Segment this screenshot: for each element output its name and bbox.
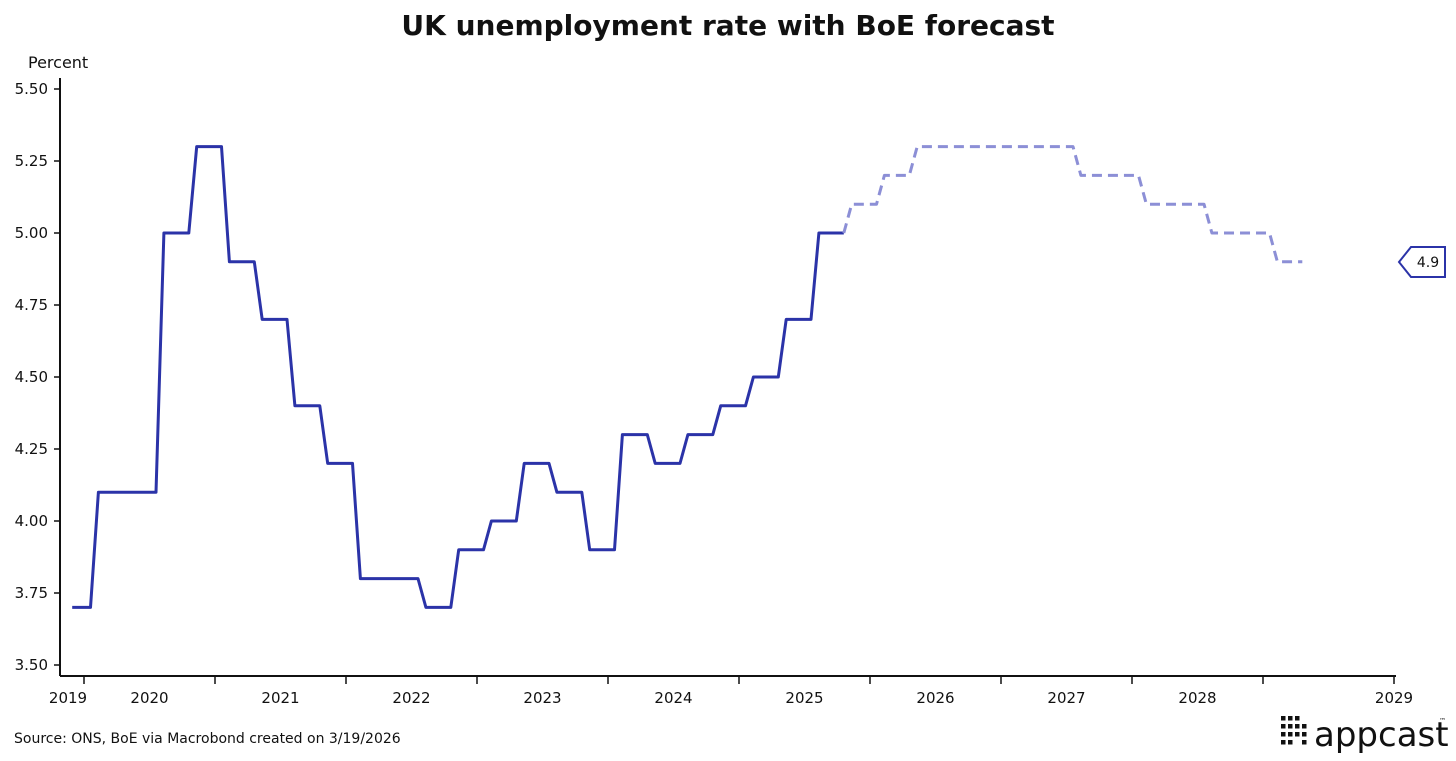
x-tick-label: 2027 <box>1047 689 1085 707</box>
y-tick-label: 4.50 <box>15 368 48 386</box>
brand-name: appcast <box>1314 715 1449 755</box>
callout-box <box>1397 246 1446 278</box>
y-tick-label: 4.00 <box>15 512 48 530</box>
y-tick-label: 3.50 <box>15 656 48 674</box>
y-tick-label: 3.75 <box>15 584 48 602</box>
y-axis: 3.50 3.75 4.00 4.25 4.50 4.75 5.00 5.25 5.50 <box>15 78 61 676</box>
x-tick-label: 2023 <box>523 689 561 707</box>
series-layer <box>72 145 1303 609</box>
x-tick-label: 2026 <box>916 689 954 707</box>
x-tick-label: 2022 <box>392 689 430 707</box>
y-tick-label: 4.25 <box>15 440 48 458</box>
logo-dot <box>1295 724 1300 729</box>
series-line-forecast <box>842 145 1303 264</box>
source-note: Source: ONS, BoE via Macrobond created o… <box>14 731 401 747</box>
x-tick-label: 2025 <box>785 689 823 707</box>
logo-dot <box>1302 740 1307 745</box>
logo-dot <box>1281 724 1286 729</box>
x-tick-label: 2029 <box>1375 689 1413 707</box>
x-tick-label: 2028 <box>1178 689 1216 707</box>
logo-dot <box>1295 716 1300 721</box>
x-tick-label: 2021 <box>261 689 299 707</box>
brand-trademark: ™ <box>1439 717 1446 725</box>
callout-value: 4.9 <box>1417 255 1439 271</box>
y-axis-label: Percent <box>28 53 88 72</box>
logo-dot <box>1288 724 1293 729</box>
logo-dot <box>1288 732 1293 737</box>
y-tick-label: 5.25 <box>15 152 48 170</box>
logo-dot <box>1281 716 1286 721</box>
x-tick-label: 2020 <box>130 689 168 707</box>
logo-dot <box>1281 732 1286 737</box>
chart-title: UK unemployment rate with BoE forecast <box>401 9 1054 42</box>
y-tick-label: 4.75 <box>15 296 48 314</box>
y-tick-label: 5.00 <box>15 224 48 242</box>
series-line-unemployment <box>72 145 844 609</box>
logo-dot <box>1302 732 1307 737</box>
y-tick-label: 5.50 <box>15 80 48 98</box>
logo-dot-grid-icon <box>1281 716 1307 745</box>
x-tick-label: 2024 <box>654 689 692 707</box>
x-tick-label: 2019 <box>49 689 87 707</box>
logo-dot <box>1281 740 1286 745</box>
logo-dot <box>1288 716 1293 721</box>
logo-dot <box>1288 740 1293 745</box>
x-axis: 2019 2020 2021 2022 2023 2024 2025 2026 2027 2028… <box>49 675 1413 707</box>
end-value-callout: 4.9 <box>1397 246 1446 278</box>
logo-dot <box>1295 732 1300 737</box>
logo-dot <box>1302 724 1307 729</box>
appcast-logo: appcast ™ <box>1281 715 1449 755</box>
